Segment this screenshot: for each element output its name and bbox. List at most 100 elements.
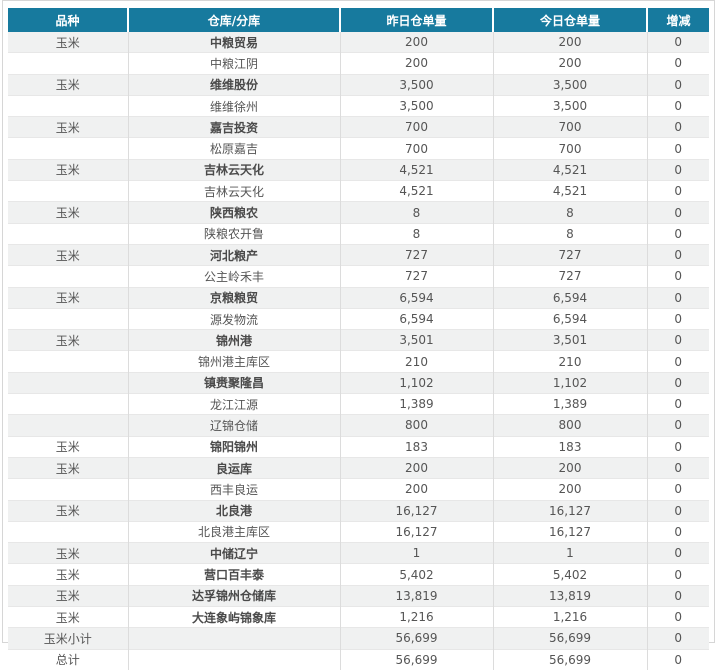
table-row: 公主岭禾丰 727 727 0 bbox=[8, 265, 709, 288]
warehouse-cell: 松原嘉吉 bbox=[127, 137, 340, 160]
warehouse-cell: 中粮江阴 bbox=[127, 52, 340, 75]
today-qty-cell: 6,594 bbox=[492, 307, 647, 330]
col-header-change: 增减 bbox=[646, 8, 709, 32]
change-cell: 0 bbox=[646, 520, 709, 543]
warehouse-cell: 维维股份 bbox=[127, 73, 340, 96]
warehouse-cell: 中储辽宁 bbox=[127, 542, 340, 564]
yesterday-qty-cell: 1 bbox=[339, 542, 493, 564]
yesterday-qty-cell: 16,127 bbox=[339, 499, 493, 522]
change-cell: 0 bbox=[646, 265, 709, 288]
change-cell: 0 bbox=[646, 371, 709, 394]
variety-cell bbox=[8, 180, 128, 202]
yesterday-qty-cell: 3,501 bbox=[339, 329, 493, 351]
variety-cell bbox=[8, 350, 128, 373]
table-row: 西丰良运 200 200 0 bbox=[8, 478, 709, 501]
warehouse-cell: 河北粮产 bbox=[127, 243, 340, 266]
today-qty-cell: 6,594 bbox=[492, 286, 647, 309]
warehouse-cell: 中粮贸易 bbox=[127, 32, 340, 53]
yesterday-qty-cell: 6,594 bbox=[339, 286, 493, 309]
change-cell: 0 bbox=[646, 52, 709, 75]
table-row: 龙江江源 1,389 1,389 0 bbox=[8, 393, 709, 415]
change-cell: 0 bbox=[646, 414, 709, 437]
table-row: 陕粮农开鲁 8 8 0 bbox=[8, 222, 709, 245]
table-row: 锦州港主库区 210 210 0 bbox=[8, 350, 709, 373]
table-row: 玉米 大连象屿锦象库 1,216 1,216 0 bbox=[8, 606, 709, 628]
today-qty-cell: 16,127 bbox=[492, 520, 647, 543]
today-qty-cell: 210 bbox=[492, 350, 647, 373]
header-row: 品种 仓库/分库 昨日仓单量 今日仓单量 增减 bbox=[8, 8, 709, 32]
today-qty-cell: 700 bbox=[492, 137, 647, 160]
today-qty-cell: 183 bbox=[492, 435, 647, 458]
variety-cell: 玉米 bbox=[8, 158, 128, 181]
warehouse-cell: 营口百丰泰 bbox=[127, 563, 340, 586]
warehouse-cell: 达孚锦州仓储库 bbox=[127, 584, 340, 607]
variety-cell: 玉米 bbox=[8, 116, 128, 138]
warehouse-receipt-table: 品种 仓库/分库 昨日仓单量 今日仓单量 增减 玉米 中粮贸易 200 200 … bbox=[8, 8, 709, 670]
table-row: 玉米 维维股份 3,500 3,500 0 bbox=[8, 73, 709, 96]
yesterday-qty-cell: 8 bbox=[339, 222, 493, 245]
change-cell: 0 bbox=[646, 286, 709, 309]
warehouse-cell: 镇赉聚隆昌 bbox=[127, 371, 340, 394]
table-row: 玉米 嘉吉投资 700 700 0 bbox=[8, 116, 709, 138]
table-row: 玉米 达孚锦州仓储库 13,819 13,819 0 bbox=[8, 584, 709, 607]
col-header-warehouse: 仓库/分库 bbox=[127, 8, 340, 32]
today-qty-cell: 8 bbox=[492, 201, 647, 224]
variety-cell bbox=[8, 52, 128, 75]
table-row: 玉米 吉林云天化 4,521 4,521 0 bbox=[8, 158, 709, 181]
variety-cell bbox=[8, 137, 128, 160]
yesterday-qty-cell: 3,500 bbox=[339, 73, 493, 96]
variety-cell: 总计 bbox=[8, 648, 128, 670]
warehouse-cell bbox=[127, 648, 340, 670]
yesterday-qty-cell: 56,699 bbox=[339, 648, 493, 670]
table-row: 松原嘉吉 700 700 0 bbox=[8, 137, 709, 160]
change-cell: 0 bbox=[646, 563, 709, 586]
change-cell: 0 bbox=[646, 350, 709, 373]
change-cell: 0 bbox=[646, 584, 709, 607]
change-cell: 0 bbox=[646, 32, 709, 53]
col-header-today-qty: 今日仓单量 bbox=[492, 8, 647, 32]
today-qty-cell: 16,127 bbox=[492, 499, 647, 522]
warehouse-cell: 京粮粮贸 bbox=[127, 286, 340, 309]
warehouse-cell bbox=[127, 627, 340, 650]
table-row: 玉米小计 56,699 56,699 0 bbox=[8, 627, 709, 650]
table-row: 玉米 良运库 200 200 0 bbox=[8, 456, 709, 479]
change-cell: 0 bbox=[646, 329, 709, 351]
today-qty-cell: 56,699 bbox=[492, 648, 647, 670]
yesterday-qty-cell: 727 bbox=[339, 265, 493, 288]
today-qty-cell: 200 bbox=[492, 32, 647, 53]
variety-cell bbox=[8, 520, 128, 543]
warehouse-cell: 龙江江源 bbox=[127, 393, 340, 415]
yesterday-qty-cell: 727 bbox=[339, 243, 493, 266]
table-row: 辽锦仓储 800 800 0 bbox=[8, 414, 709, 437]
today-qty-cell: 1,102 bbox=[492, 371, 647, 394]
col-header-yesterday-qty: 昨日仓单量 bbox=[339, 8, 493, 32]
today-qty-cell: 727 bbox=[492, 243, 647, 266]
today-qty-cell: 200 bbox=[492, 52, 647, 75]
today-qty-cell: 4,521 bbox=[492, 158, 647, 181]
today-qty-cell: 8 bbox=[492, 222, 647, 245]
today-qty-cell: 727 bbox=[492, 265, 647, 288]
variety-cell: 玉米小计 bbox=[8, 627, 128, 650]
table-row: 维维徐州 3,500 3,500 0 bbox=[8, 94, 709, 117]
variety-cell bbox=[8, 371, 128, 394]
variety-cell: 玉米 bbox=[8, 243, 128, 266]
warehouse-cell: 大连象屿锦象库 bbox=[127, 606, 340, 628]
table-row: 吉林云天化 4,521 4,521 0 bbox=[8, 180, 709, 202]
change-cell: 0 bbox=[646, 648, 709, 670]
today-qty-cell: 5,402 bbox=[492, 563, 647, 586]
warehouse-cell: 辽锦仓储 bbox=[127, 414, 340, 437]
today-qty-cell: 4,521 bbox=[492, 180, 647, 202]
yesterday-qty-cell: 4,521 bbox=[339, 158, 493, 181]
warehouse-cell: 源发物流 bbox=[127, 307, 340, 330]
variety-cell: 玉米 bbox=[8, 456, 128, 479]
change-cell: 0 bbox=[646, 393, 709, 415]
yesterday-qty-cell: 700 bbox=[339, 137, 493, 160]
yesterday-qty-cell: 5,402 bbox=[339, 563, 493, 586]
change-cell: 0 bbox=[646, 73, 709, 96]
table-row: 玉米 锦州港 3,501 3,501 0 bbox=[8, 329, 709, 351]
change-cell: 0 bbox=[646, 456, 709, 479]
warehouse-cell: 维维徐州 bbox=[127, 94, 340, 117]
warehouse-cell: 陕粮农开鲁 bbox=[127, 222, 340, 245]
table-row: 玉米 中粮贸易 200 200 0 bbox=[8, 32, 709, 53]
